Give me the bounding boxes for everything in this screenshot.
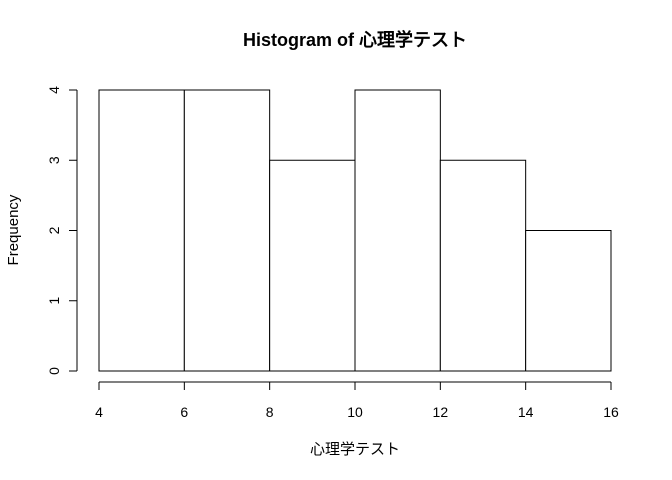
y-tick-label-1: 1 bbox=[46, 297, 62, 305]
x-tick-label-4: 12 bbox=[433, 404, 449, 420]
y-tick-label-2: 2 bbox=[46, 226, 62, 234]
x-tick-label-1: 6 bbox=[180, 404, 188, 420]
histogram-bar-5 bbox=[525, 230, 612, 372]
histogram-bar-3 bbox=[354, 89, 441, 372]
histogram-bar-1 bbox=[183, 89, 271, 372]
chart-title: Histogram of 心理学テスト bbox=[243, 29, 467, 50]
x-tick-label-2: 8 bbox=[266, 404, 274, 420]
y-tick-label-4: 4 bbox=[46, 86, 62, 94]
x-tick-label-6: 16 bbox=[603, 404, 619, 420]
x-axis-label: 心理学テスト bbox=[310, 441, 400, 458]
y-axis: 0 1 2 3 4 bbox=[46, 86, 78, 375]
histogram-bar-0 bbox=[98, 89, 185, 372]
x-axis: 4 6 8 10 12 14 16 bbox=[95, 381, 619, 420]
x-tick-label-3: 10 bbox=[347, 404, 363, 420]
x-tick-label-0: 4 bbox=[95, 404, 103, 420]
x-tick-label-5: 14 bbox=[518, 404, 534, 420]
histogram-bar-4 bbox=[439, 159, 527, 372]
y-tick-label-3: 3 bbox=[46, 156, 62, 164]
y-tick-label-0: 0 bbox=[46, 367, 62, 375]
histogram-bar-2 bbox=[269, 159, 356, 372]
histogram-bars bbox=[98, 89, 612, 372]
y-axis-label: Frequency bbox=[5, 194, 22, 265]
